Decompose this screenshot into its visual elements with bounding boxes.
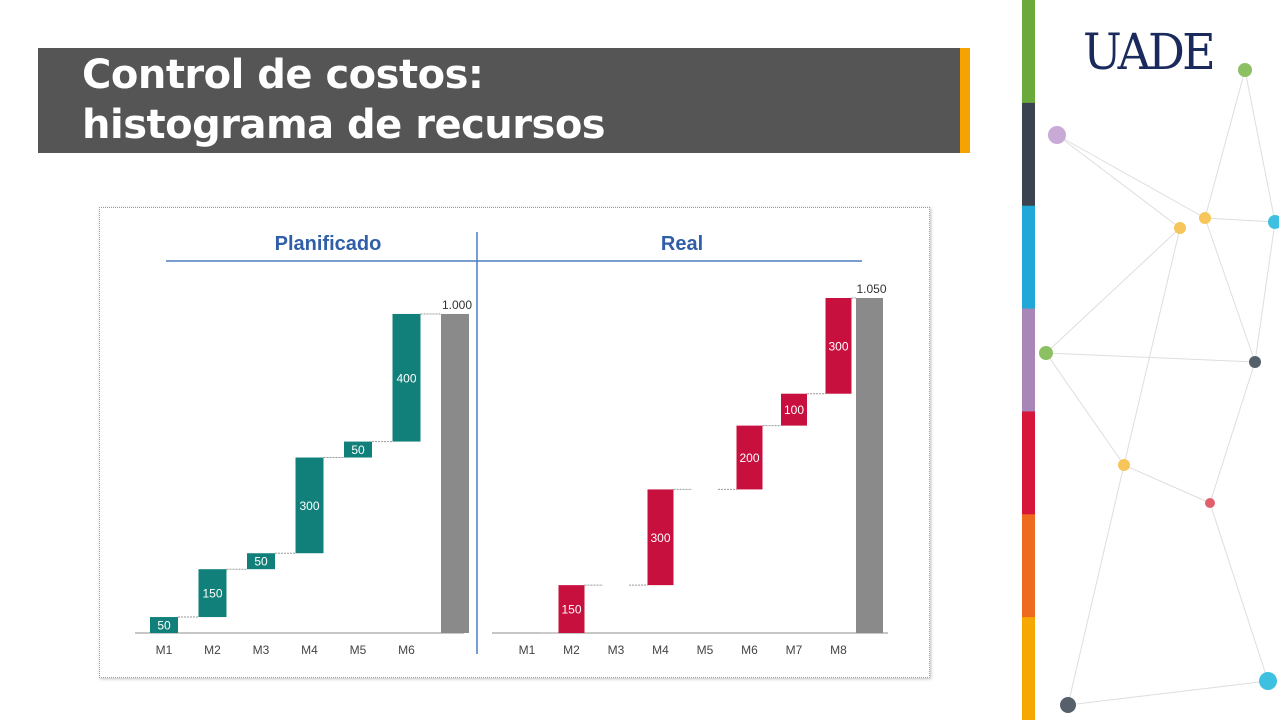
chart-title: Planificado	[275, 233, 382, 255]
network-line	[1204, 217, 1256, 363]
real-chart: Real M1 150 M2 M3 300 M4 M5 200 M6 100 M7 300 M8 1.050	[477, 233, 888, 657]
waterfall-chart-frame: Planificado 50 M1 150 M2 50 M3 300 M4 50 M5 400 M6 1.…	[99, 207, 930, 678]
total-bar	[856, 298, 883, 633]
network-node	[1238, 63, 1252, 77]
network-node	[1249, 356, 1261, 368]
network-node	[1174, 222, 1186, 234]
x-tick-label: M2	[204, 643, 221, 657]
total-value-label: 1.000	[442, 298, 472, 312]
bar-m4	[647, 489, 674, 586]
bar-value-label: 150	[561, 603, 581, 617]
network-line	[1244, 69, 1276, 223]
bar-value-label: 50	[351, 443, 365, 457]
bar-value-label: 200	[739, 451, 759, 465]
x-tick-label: M6	[741, 643, 758, 657]
x-tick-label: M4	[652, 643, 669, 657]
color-stripe-segment	[1022, 0, 1035, 104]
bar-value-label: 400	[396, 371, 416, 385]
total-value-label: 1.050	[856, 282, 886, 296]
bar-m6	[736, 425, 763, 490]
network-line	[1204, 217, 1276, 223]
title-accent-bar	[960, 48, 970, 153]
network-line	[1209, 361, 1256, 504]
network-line	[1045, 352, 1256, 363]
bar-value-label: 300	[299, 499, 319, 513]
color-stripe-segment	[1022, 514, 1035, 618]
network-line	[1204, 69, 1246, 219]
bar-m6	[392, 313, 421, 442]
waterfall-charts: Planificado 50 M1 150 M2 50 M3 300 M4 50 M5 400 M6 1.…	[135, 232, 888, 657]
bar-m5	[344, 441, 372, 458]
bar-value-label: 50	[254, 555, 268, 569]
color-stripe-segment	[1022, 205, 1035, 310]
network-line	[1045, 352, 1125, 466]
network-node	[1205, 498, 1215, 508]
total-bar	[441, 313, 469, 633]
slide-title-line1: Control de costos:	[82, 52, 484, 98]
chart-title: Real	[661, 233, 703, 255]
network-line	[1067, 464, 1125, 706]
network-line	[1067, 680, 1269, 706]
bar-m4	[295, 457, 324, 554]
title-banner	[38, 48, 960, 153]
network-line	[1123, 227, 1181, 466]
x-tick-label: M6	[398, 643, 415, 657]
bar-value-label: 150	[202, 587, 222, 601]
network-node	[1060, 697, 1076, 713]
network-node	[1199, 212, 1211, 224]
color-stripe-segment	[1022, 617, 1035, 720]
network-node	[1259, 672, 1277, 690]
x-tick-label: M8	[830, 643, 847, 657]
bar-value-label: 50	[157, 619, 171, 633]
network-line	[1209, 502, 1269, 682]
bar-m2	[558, 585, 585, 633]
network-node	[1268, 215, 1279, 229]
network-line	[1056, 134, 1206, 219]
slide-title-line2: histograma de recursos	[82, 102, 606, 148]
x-tick-label: M3	[608, 643, 625, 657]
bar-m2	[198, 569, 227, 618]
x-tick-label: M7	[786, 643, 803, 657]
color-stripe-segment	[1022, 102, 1035, 207]
planned-chart: Planificado 50 M1 150 M2 50 M3 300 M4 50 M5 400 M6 1.…	[135, 233, 477, 657]
network-node	[1118, 459, 1130, 471]
color-stripe-segment	[1022, 411, 1035, 515]
network-line	[1056, 134, 1181, 229]
x-tick-label: M1	[519, 643, 536, 657]
decorative-network-background	[1022, 0, 1279, 720]
network-line	[1123, 464, 1211, 504]
network-line	[1254, 221, 1276, 363]
bar-m1	[150, 617, 178, 633]
network-line	[1045, 227, 1181, 354]
x-tick-label: M5	[350, 643, 367, 657]
bar-value-label: 300	[828, 339, 848, 353]
x-tick-label: M5	[697, 643, 714, 657]
bar-m7	[781, 393, 807, 426]
bar-m8	[825, 298, 852, 394]
uade-logo: UADE	[1083, 23, 1216, 81]
color-stripe-segment	[1022, 308, 1035, 412]
x-tick-label: M3	[253, 643, 270, 657]
bar-value-label: 100	[784, 403, 804, 417]
slide-title: Control de costos: histograma de recurso…	[82, 50, 606, 150]
network-node	[1039, 346, 1053, 360]
network-node	[1048, 126, 1066, 144]
x-tick-label: M2	[563, 643, 580, 657]
x-tick-label: M4	[301, 643, 318, 657]
x-tick-label: M1	[156, 643, 173, 657]
bar-m3	[247, 553, 275, 570]
bar-value-label: 300	[650, 531, 670, 545]
